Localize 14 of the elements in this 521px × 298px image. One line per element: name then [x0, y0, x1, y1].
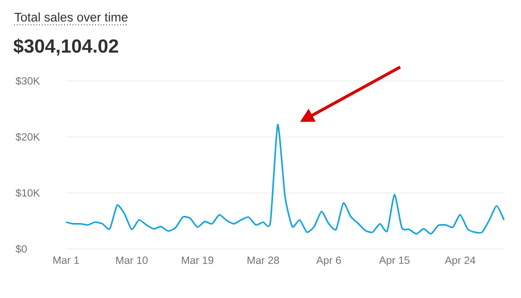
y-tick-label: $0 — [16, 244, 27, 254]
x-tick-label: Mar 19 — [182, 256, 214, 264]
y-tick-label: $10K — [16, 188, 40, 198]
line-series — [65, 124, 505, 235]
x-tick-label: Apr 24 — [444, 256, 476, 266]
y-tick-label: $20K — [16, 132, 40, 142]
x-tick-label: Apr 15 — [379, 256, 410, 266]
x-tick-label: Mar 1 — [53, 256, 79, 264]
chart-title: Total sales over time — [14, 12, 128, 22]
y-tick-label: $30K — [16, 76, 40, 86]
x-tick-label: Mar 10 — [116, 256, 148, 264]
x-tick-label: Mar 28 — [248, 256, 279, 264]
chart-subtitle: $304,104.02 — [13, 38, 118, 56]
x-tick-label: Apr 6 — [316, 256, 341, 266]
